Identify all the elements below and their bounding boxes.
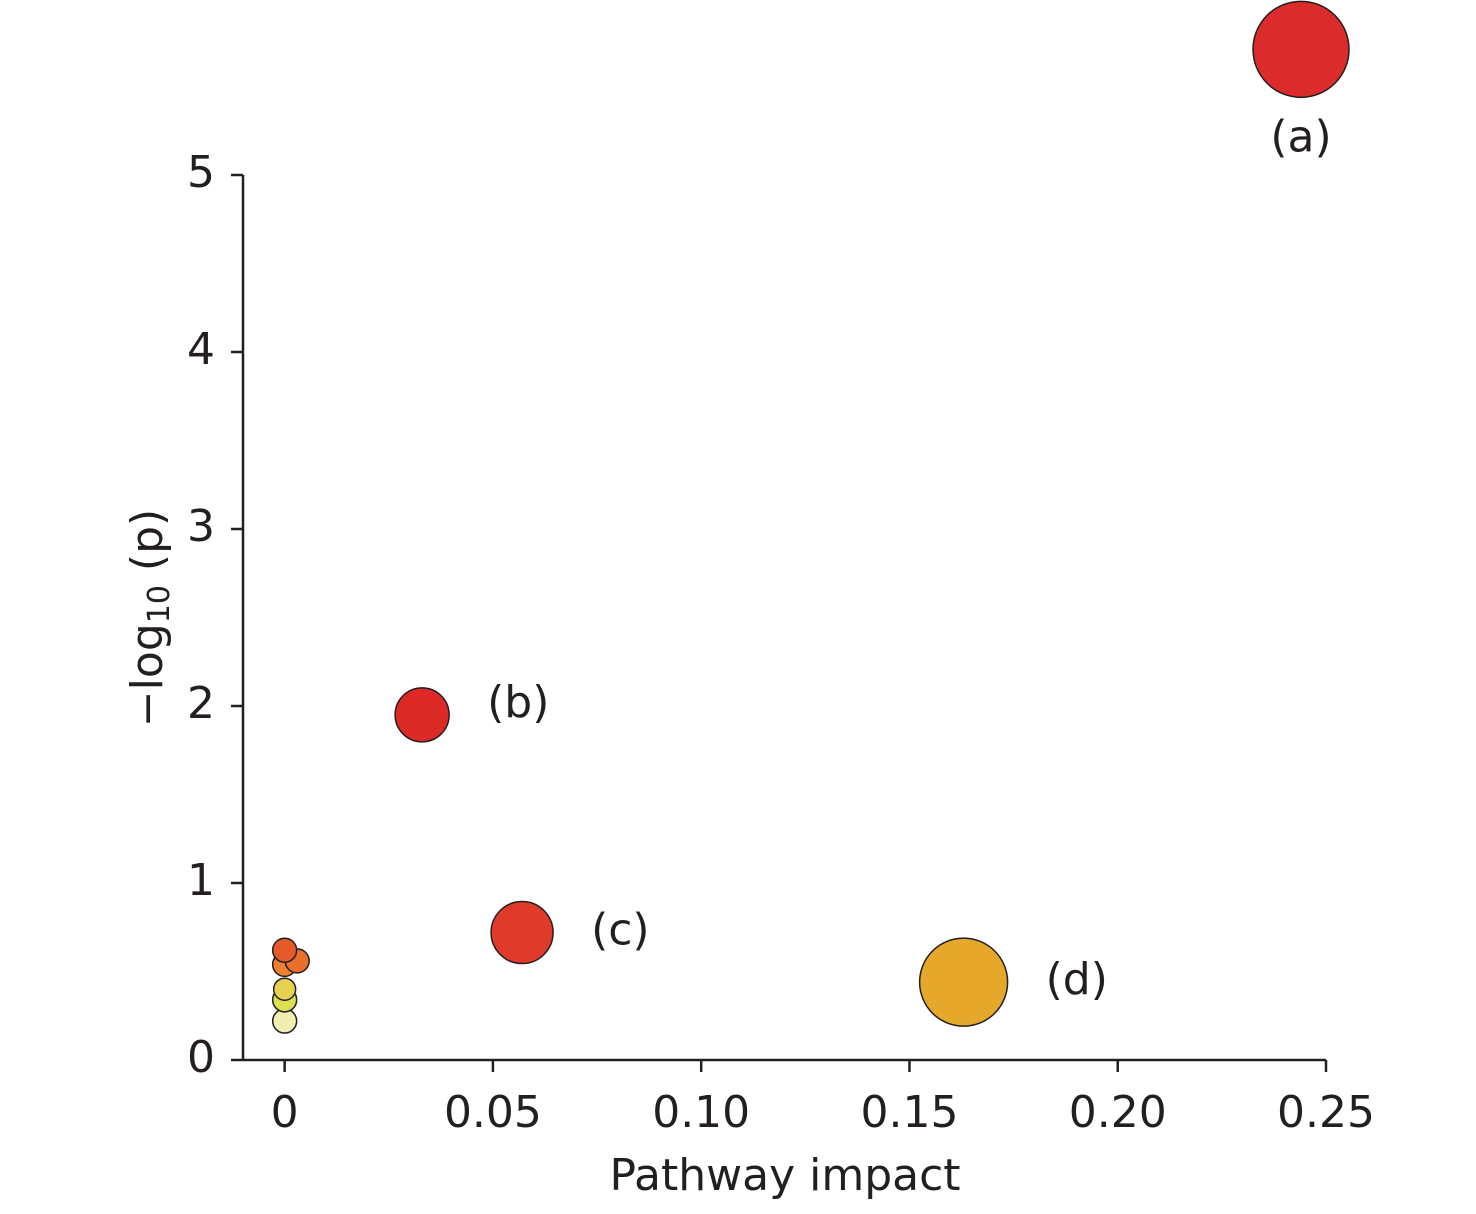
y-label-main: −log [122,623,173,727]
y-tick-label: 2 [187,678,215,729]
y-tick-label: 0 [187,1032,215,1083]
x-tick-label: 0 [271,1087,299,1138]
y-axis-label: −log10 (p) [122,509,177,727]
point-label: (a) [1270,111,1331,162]
y-tick-label: 5 [187,147,215,198]
y-label-sub: 10 [142,585,177,623]
x-tick-label: 0.20 [1069,1087,1167,1138]
bubble [272,977,297,1001]
x-tick-label: 0.25 [1277,1087,1375,1138]
bubble [918,937,1009,1027]
x-tick-label: 0.05 [444,1087,542,1138]
y-tick-label: 4 [187,324,215,375]
bubble [394,687,450,743]
bubble [271,1008,298,1034]
x-tick-label: 0.10 [652,1087,750,1138]
y-label-rest: (p) [122,509,173,585]
y-tick-label: 3 [187,501,215,552]
point-label: (d) [1046,954,1108,1005]
bubble [271,937,298,964]
bubble [1252,0,1350,99]
point-label: (c) [591,905,650,956]
y-tick-label: 1 [187,855,215,906]
x-tick-label: 0.15 [860,1087,958,1138]
point-label: (b) [487,677,549,728]
x-axis-label: Pathway impact [609,1150,960,1201]
bubble [490,900,554,965]
